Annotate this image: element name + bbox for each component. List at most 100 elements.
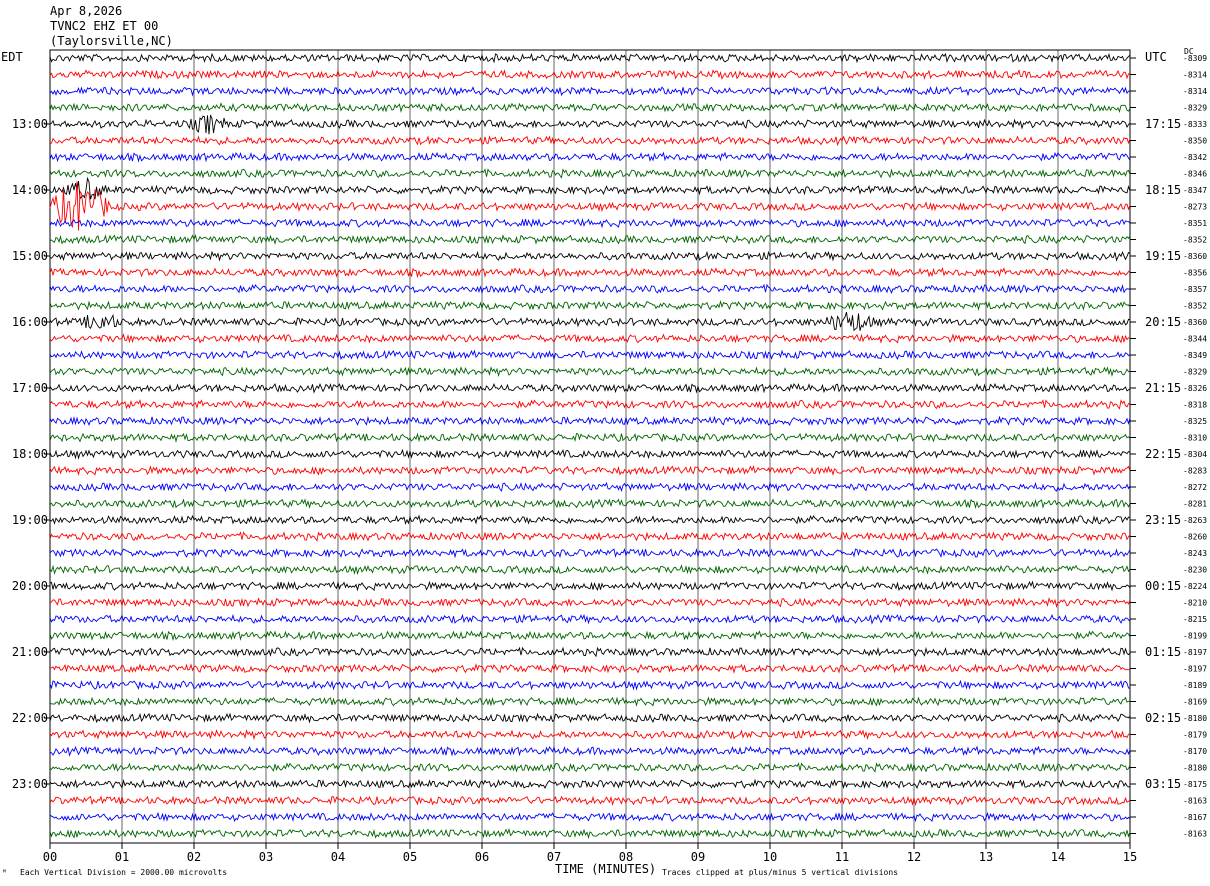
utc-hour-label: 21:15 bbox=[1145, 381, 1181, 395]
seismic-trace bbox=[49, 712, 1131, 724]
dc-offset-label: -8179 bbox=[1183, 731, 1207, 740]
dc-offset-label: -8314 bbox=[1183, 87, 1207, 96]
dc-offset-label: -8215 bbox=[1183, 615, 1207, 624]
seismic-trace bbox=[49, 217, 1131, 229]
seismic-trace bbox=[49, 176, 1131, 200]
seismic-trace bbox=[49, 432, 1131, 443]
dc-offset-label: -8357 bbox=[1183, 285, 1207, 294]
seismic-trace bbox=[49, 114, 1131, 135]
seismic-trace bbox=[49, 811, 1131, 823]
dc-offset-label: -8356 bbox=[1183, 269, 1207, 278]
utc-hour-label: 18:15 bbox=[1145, 183, 1181, 197]
seismic-trace bbox=[50, 597, 1131, 609]
dc-offset-label: -8170 bbox=[1183, 747, 1207, 756]
edt-hour-label: 22:00 bbox=[12, 711, 48, 725]
dc-offset-label: -8281 bbox=[1183, 500, 1207, 509]
dc-offset-label: -8263 bbox=[1183, 516, 1207, 525]
dc-offset-label: -8326 bbox=[1183, 384, 1207, 393]
seismic-trace bbox=[49, 514, 1131, 526]
dc-offset-label: -8167 bbox=[1183, 813, 1207, 822]
dc-offset-label: -8350 bbox=[1183, 137, 1207, 146]
seismic-trace bbox=[49, 69, 1131, 80]
edt-hour-label: 18:00 bbox=[12, 447, 48, 461]
seismic-trace bbox=[49, 547, 1131, 559]
dc-offset-label: -8197 bbox=[1183, 665, 1207, 674]
seismic-trace bbox=[49, 778, 1131, 790]
seismic-trace bbox=[49, 646, 1131, 658]
seismic-trace bbox=[49, 696, 1131, 707]
seismic-trace bbox=[49, 266, 1131, 279]
dc-offset-label: -8272 bbox=[1183, 483, 1207, 492]
dc-offset-label: -8360 bbox=[1183, 252, 1207, 261]
station-location: (Taylorsville,NC) bbox=[50, 34, 173, 48]
dc-offset-label: -8260 bbox=[1183, 533, 1207, 542]
x-tick-label: 01 bbox=[115, 850, 129, 864]
dc-offset-label: -8360 bbox=[1183, 318, 1207, 327]
dc-offset-label: -8197 bbox=[1183, 648, 1207, 657]
utc-hour-label: 20:15 bbox=[1145, 315, 1181, 329]
seismic-trace bbox=[49, 299, 1131, 311]
x-tick-label: 10 bbox=[763, 850, 777, 864]
seismic-trace bbox=[49, 662, 1131, 674]
dc-offset-label: -8273 bbox=[1183, 203, 1207, 212]
x-tick-label: 14 bbox=[1051, 850, 1065, 864]
clip-note: Traces clipped at plus/minus 5 vertical … bbox=[662, 868, 899, 877]
x-axis-title: TIME (MINUTES) bbox=[555, 862, 657, 876]
seismic-trace bbox=[49, 745, 1131, 757]
utc-hour-label: 17:15 bbox=[1145, 117, 1181, 131]
dc-offset-label: -8210 bbox=[1183, 599, 1207, 608]
dc-offset-label: -8329 bbox=[1183, 368, 1207, 377]
edt-hour-label: 21:00 bbox=[12, 645, 48, 659]
dc-offset-label: -8314 bbox=[1183, 71, 1207, 80]
x-tick-label: 00 bbox=[43, 850, 57, 864]
dc-offset-label: -8318 bbox=[1183, 401, 1207, 410]
seismic-trace bbox=[49, 234, 1131, 246]
seismic-trace bbox=[49, 85, 1131, 97]
seismic-trace bbox=[49, 283, 1131, 295]
seismic-trace bbox=[49, 531, 1131, 542]
utc-hour-label: 23:15 bbox=[1145, 513, 1181, 527]
edt-hour-label: 19:00 bbox=[12, 513, 48, 527]
dc-offset-label: -8243 bbox=[1183, 549, 1207, 558]
seismic-trace bbox=[49, 828, 1131, 840]
dc-offset-label: -8342 bbox=[1183, 153, 1207, 162]
dc-offset-label: -8344 bbox=[1183, 335, 1207, 344]
dc-offset-label: -8163 bbox=[1183, 797, 1207, 806]
dc-offset-label: -8163 bbox=[1183, 830, 1207, 839]
dc-offset-label: -8169 bbox=[1183, 698, 1207, 707]
utc-axis-title: UTC bbox=[1145, 50, 1167, 64]
x-tick-label: 09 bbox=[691, 850, 705, 864]
dc-offset-label: -8352 bbox=[1183, 236, 1207, 245]
seismic-trace bbox=[49, 366, 1131, 378]
edt-hour-label: 16:00 bbox=[12, 315, 48, 329]
dc-offset-label: -8180 bbox=[1183, 764, 1207, 773]
dc-offset-label: -8199 bbox=[1183, 632, 1207, 641]
x-tick-label: 05 bbox=[403, 850, 417, 864]
edt-hour-label: 23:00 bbox=[12, 777, 48, 791]
dc-offset-label: -8304 bbox=[1183, 450, 1207, 459]
dc-offset-label: -8349 bbox=[1183, 351, 1207, 360]
seismic-trace bbox=[49, 729, 1131, 741]
seismic-trace bbox=[49, 151, 1131, 163]
utc-hour-label: 03:15 bbox=[1145, 777, 1181, 791]
dc-offset-label: -8352 bbox=[1183, 302, 1207, 311]
edt-axis-title: EDT bbox=[1, 50, 23, 64]
dc-offset-label: -8333 bbox=[1183, 120, 1207, 129]
seismic-trace bbox=[49, 102, 1131, 114]
seismic-trace bbox=[49, 333, 1130, 344]
seismic-trace bbox=[49, 311, 1131, 332]
dc-offset-label: -8230 bbox=[1183, 566, 1207, 575]
edt-hour-label: 14:00 bbox=[12, 183, 48, 197]
dc-offset-label: -8329 bbox=[1183, 104, 1207, 113]
dc-offset-label: -8346 bbox=[1183, 170, 1207, 179]
x-tick-label: 13 bbox=[979, 850, 993, 864]
dc-offset-label: -8283 bbox=[1183, 467, 1207, 476]
x-tick-label: 02 bbox=[187, 850, 201, 864]
utc-hour-label: 02:15 bbox=[1145, 711, 1181, 725]
seismic-trace bbox=[49, 629, 1131, 642]
station-code: TVNC2 EHZ ET 00 bbox=[50, 19, 159, 33]
seismic-trace bbox=[49, 398, 1131, 410]
seismic-trace bbox=[49, 564, 1131, 576]
dc-offset-label: -8180 bbox=[1183, 714, 1207, 723]
